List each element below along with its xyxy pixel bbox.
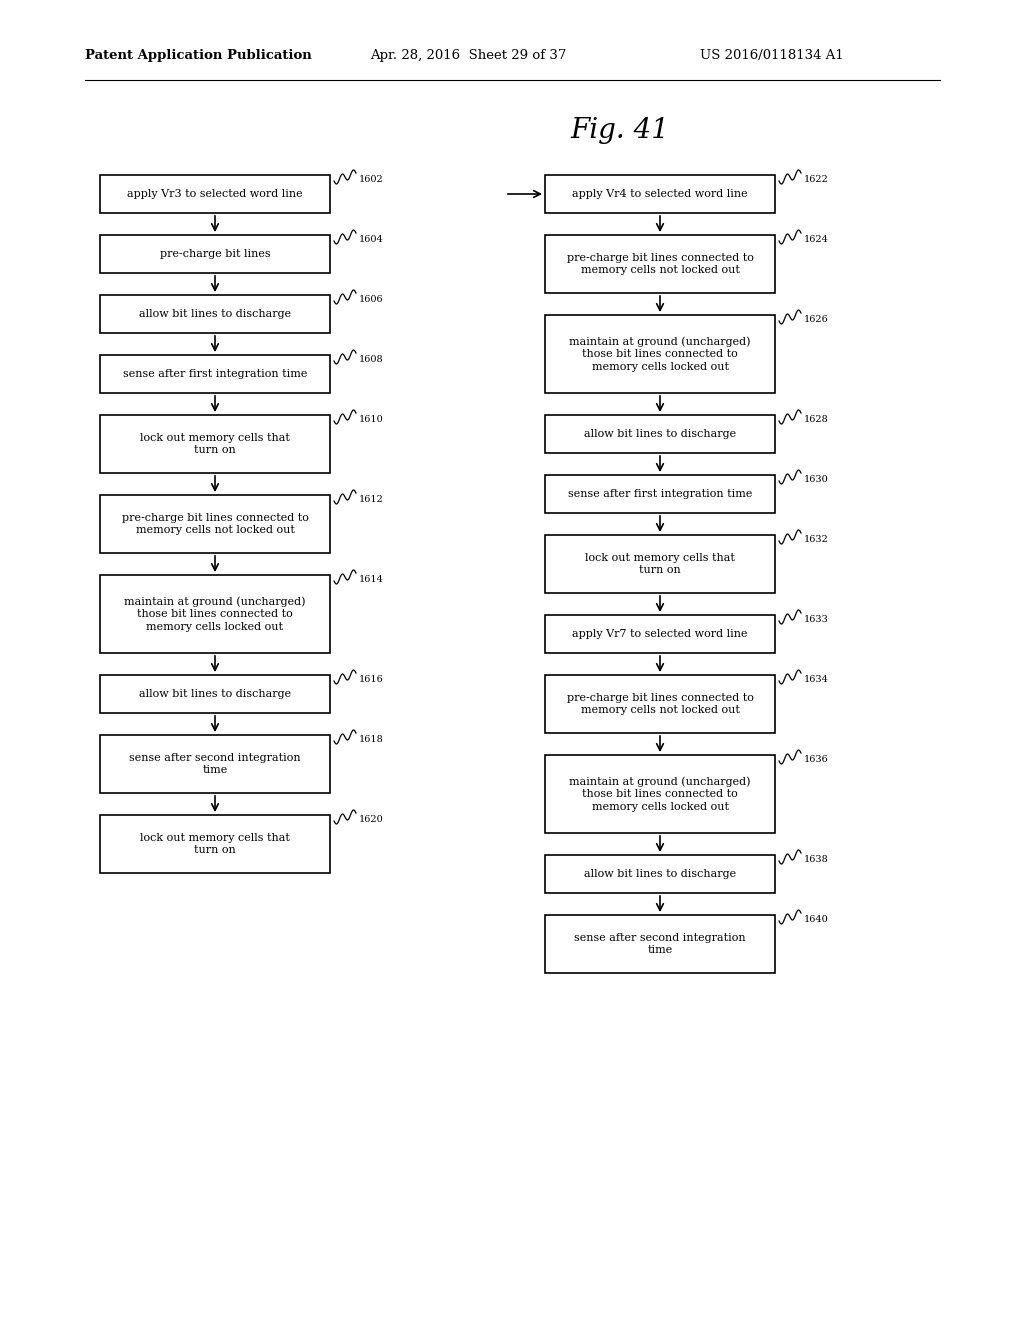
Text: maintain at ground (uncharged)
those bit lines connected to
memory cells locked : maintain at ground (uncharged) those bit…	[569, 776, 751, 812]
Text: sense after first integration time: sense after first integration time	[123, 370, 307, 379]
Text: pre-charge bit lines connected to
memory cells not locked out: pre-charge bit lines connected to memory…	[566, 693, 754, 715]
Text: 1620: 1620	[359, 814, 384, 824]
Text: 1636: 1636	[804, 755, 828, 763]
Text: 1634: 1634	[804, 675, 828, 684]
Text: US 2016/0118134 A1: US 2016/0118134 A1	[700, 49, 844, 62]
Text: Fig. 41: Fig. 41	[570, 116, 670, 144]
Bar	[545, 615, 775, 653]
Text: 1622: 1622	[804, 174, 828, 183]
Text: 1614: 1614	[359, 574, 384, 583]
Text: 1618: 1618	[359, 734, 384, 743]
Bar	[100, 576, 330, 653]
Text: apply Vr7 to selected word line: apply Vr7 to selected word line	[572, 630, 748, 639]
Text: 1640: 1640	[804, 915, 828, 924]
Text: pre-charge bit lines connected to
memory cells not locked out: pre-charge bit lines connected to memory…	[122, 512, 308, 535]
Bar	[100, 176, 330, 213]
Text: apply Vr3 to selected word line: apply Vr3 to selected word line	[127, 189, 303, 199]
Text: maintain at ground (uncharged)
those bit lines connected to
memory cells locked : maintain at ground (uncharged) those bit…	[124, 597, 306, 632]
Bar	[545, 535, 775, 593]
Text: 1606: 1606	[359, 294, 384, 304]
Text: sense after second integration
time: sense after second integration time	[129, 752, 301, 775]
Bar	[100, 814, 330, 873]
Bar	[100, 235, 330, 273]
Text: allow bit lines to discharge: allow bit lines to discharge	[584, 869, 736, 879]
Text: Apr. 28, 2016  Sheet 29 of 37: Apr. 28, 2016 Sheet 29 of 37	[370, 49, 566, 62]
Text: 1604: 1604	[359, 235, 384, 243]
Text: pre-charge bit lines: pre-charge bit lines	[160, 249, 270, 259]
Bar	[100, 735, 330, 793]
Text: 1608: 1608	[359, 355, 384, 363]
Text: sense after second integration
time: sense after second integration time	[574, 933, 745, 956]
Text: apply Vr4 to selected word line: apply Vr4 to selected word line	[572, 189, 748, 199]
Bar	[545, 235, 775, 293]
Bar	[545, 315, 775, 393]
Text: sense after first integration time: sense after first integration time	[568, 488, 753, 499]
Text: 1610: 1610	[359, 414, 384, 424]
Text: lock out memory cells that
turn on: lock out memory cells that turn on	[140, 433, 290, 455]
Bar	[545, 475, 775, 513]
Text: 1602: 1602	[359, 174, 384, 183]
Bar	[100, 495, 330, 553]
Text: maintain at ground (uncharged)
those bit lines connected to
memory cells locked : maintain at ground (uncharged) those bit…	[569, 337, 751, 372]
Text: 1628: 1628	[804, 414, 828, 424]
Bar	[545, 915, 775, 973]
Text: 1612: 1612	[359, 495, 384, 503]
Bar	[100, 675, 330, 713]
Text: 1616: 1616	[359, 675, 384, 684]
Text: lock out memory cells that
turn on: lock out memory cells that turn on	[140, 833, 290, 855]
Text: allow bit lines to discharge: allow bit lines to discharge	[584, 429, 736, 440]
Text: 1632: 1632	[804, 535, 828, 544]
Text: 1630: 1630	[804, 474, 828, 483]
Text: Patent Application Publication: Patent Application Publication	[85, 49, 311, 62]
Bar	[100, 355, 330, 393]
Bar	[100, 414, 330, 473]
Bar	[545, 414, 775, 453]
Bar	[545, 176, 775, 213]
Text: pre-charge bit lines connected to
memory cells not locked out: pre-charge bit lines connected to memory…	[566, 253, 754, 275]
Bar	[100, 294, 330, 333]
Bar	[545, 855, 775, 894]
Text: allow bit lines to discharge: allow bit lines to discharge	[139, 309, 291, 319]
Text: 1626: 1626	[804, 314, 828, 323]
Text: 1624: 1624	[804, 235, 828, 243]
Bar	[545, 755, 775, 833]
Text: lock out memory cells that
turn on: lock out memory cells that turn on	[585, 553, 735, 576]
Text: 1633: 1633	[804, 615, 828, 623]
Text: 1638: 1638	[804, 854, 828, 863]
Bar	[545, 675, 775, 733]
Text: allow bit lines to discharge: allow bit lines to discharge	[139, 689, 291, 700]
